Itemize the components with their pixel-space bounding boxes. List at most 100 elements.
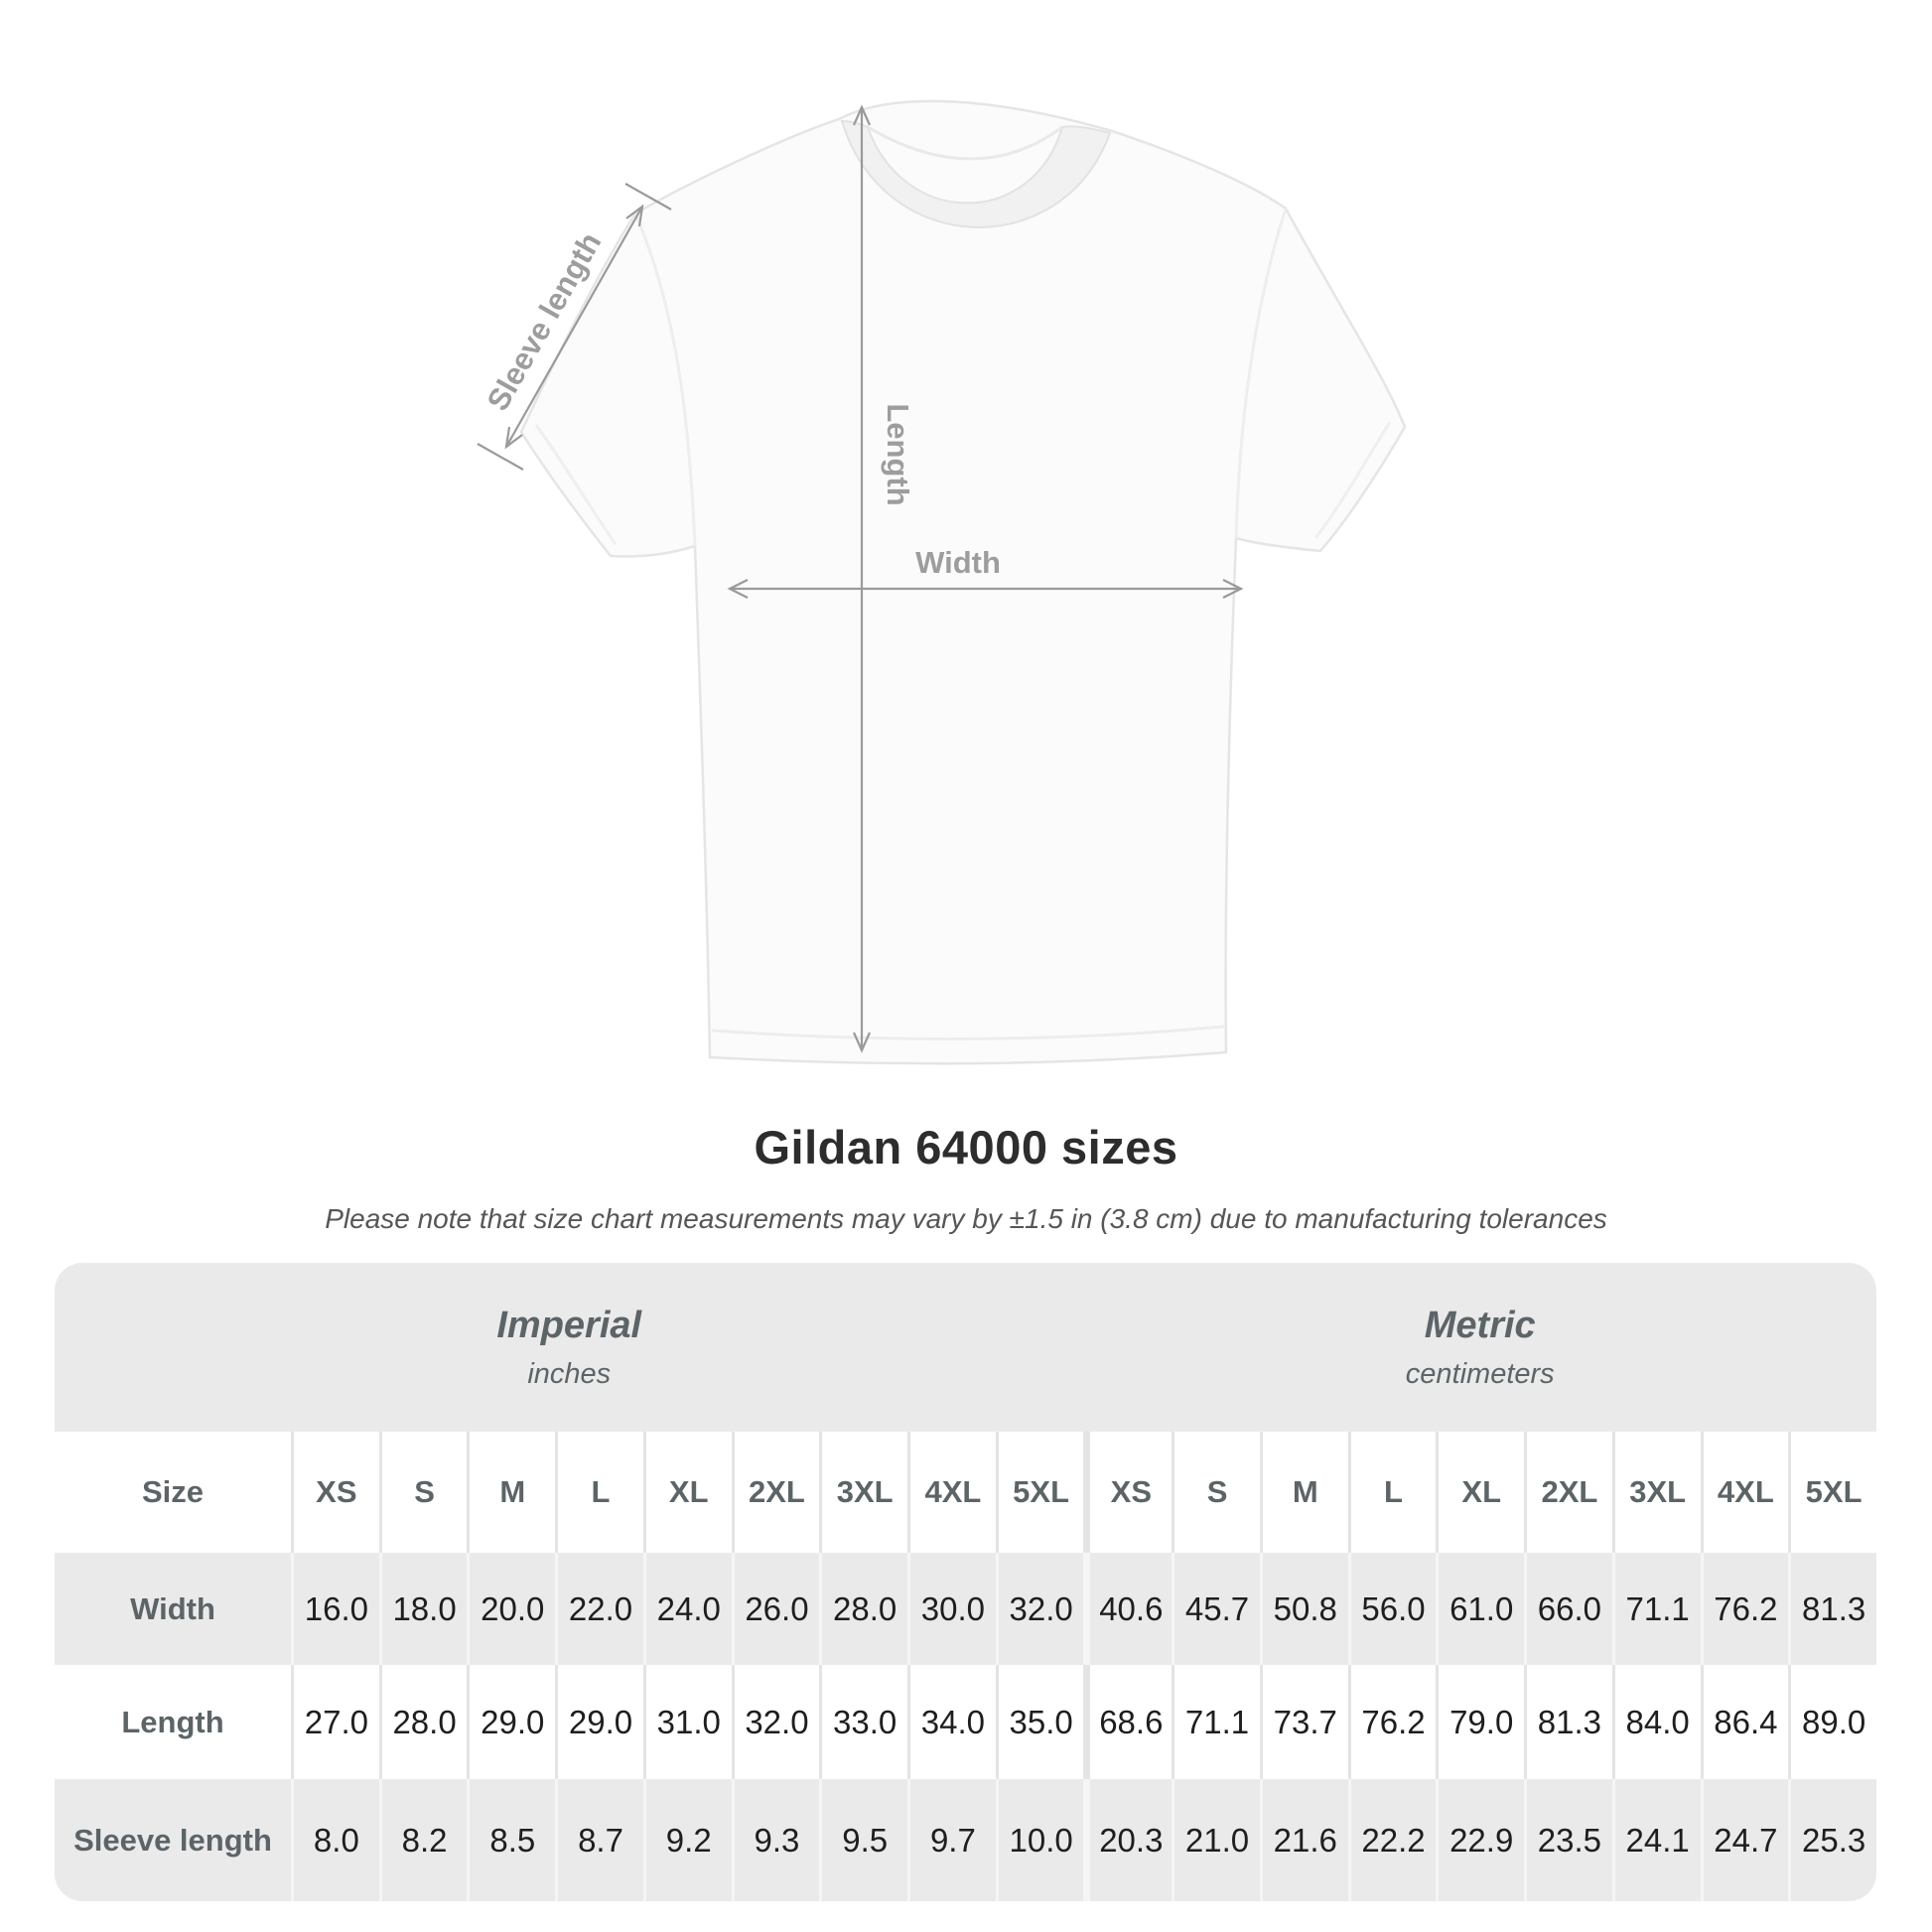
size-col-imperial-3xl: 3XL	[819, 1432, 908, 1553]
width-metric-3xl: 71.1	[1611, 1553, 1701, 1665]
sleeve-metric-5xl: 25.3	[1788, 1779, 1876, 1901]
size-col-metric-5xl: 5XL	[1788, 1432, 1876, 1553]
tshirt-diagram: Sleeve length Length Width	[477, 99, 1407, 1065]
sleeve-metric-m: 21.6	[1259, 1779, 1348, 1901]
width-arrowhead-right	[1222, 579, 1244, 599]
length-metric-3xl: 84.0	[1611, 1665, 1701, 1779]
size-col-metric-3xl: 3XL	[1611, 1432, 1701, 1553]
page-title: Gildan 64000 sizes	[754, 1121, 1178, 1173]
size-table: Imperial inches Metric centimeters Size …	[55, 1263, 1876, 1901]
length-imperial-xl: 31.0	[642, 1665, 732, 1779]
sleeve-metric-l: 22.2	[1347, 1779, 1437, 1901]
width-label: Width	[915, 545, 1001, 580]
length-metric-xs: 68.6	[1083, 1665, 1173, 1779]
size-col-imperial-2xl: 2XL	[731, 1432, 820, 1553]
length-arrowhead-top	[852, 104, 872, 126]
length-metric-l: 76.2	[1347, 1665, 1437, 1779]
sleeve-imperial-2xl: 9.3	[731, 1779, 820, 1901]
sleeve-imperial-xl: 9.2	[642, 1779, 732, 1901]
sleeve-metric-2xl: 23.5	[1524, 1779, 1612, 1901]
sleeve-imperial-5xl: 10.0	[995, 1779, 1084, 1901]
width-imperial-3xl: 28.0	[819, 1553, 908, 1665]
width-imperial-m: 20.0	[467, 1553, 556, 1665]
width-imperial-2xl: 26.0	[731, 1553, 820, 1665]
length-imperial-2xl: 32.0	[731, 1665, 820, 1779]
size-row-label: Size	[55, 1432, 291, 1553]
width-imperial-xl: 24.0	[642, 1553, 732, 1665]
length-row: Length 27.0 28.0 29.0 29.0 31.0 32.0 33.…	[55, 1665, 1876, 1779]
sleeve-arrow-line	[505, 206, 643, 448]
metric-header: Metric centimeters	[1083, 1263, 1876, 1432]
width-row-label: Width	[55, 1553, 291, 1665]
imperial-header: Imperial inches	[55, 1263, 1084, 1432]
sleeve-imperial-4xl: 9.7	[907, 1779, 996, 1901]
size-col-imperial-l: L	[555, 1432, 643, 1553]
sleeve-metric-3xl: 24.1	[1611, 1779, 1701, 1901]
length-label: Length	[881, 403, 915, 505]
width-row: Width 16.0 18.0 20.0 22.0 24.0 26.0 28.0…	[55, 1553, 1876, 1665]
tshirt-graphic	[519, 99, 1407, 1065]
length-imperial-l: 29.0	[555, 1665, 643, 1779]
length-imperial-s: 28.0	[378, 1665, 468, 1779]
length-metric-2xl: 81.3	[1524, 1665, 1612, 1779]
size-col-imperial-xs: XS	[291, 1432, 379, 1553]
imperial-unit-label: inches	[527, 1357, 612, 1390]
length-imperial-xs: 27.0	[291, 1665, 379, 1779]
width-metric-xl: 61.0	[1436, 1553, 1525, 1665]
tolerance-note: Please note that size chart measurements…	[325, 1203, 1607, 1234]
width-imperial-l: 22.0	[555, 1553, 643, 1665]
length-row-label: Length	[55, 1665, 291, 1779]
size-col-imperial-s: S	[378, 1432, 468, 1553]
sleeve-imperial-m: 8.5	[467, 1779, 556, 1901]
sleeve-endcap-top	[624, 183, 672, 210]
width-imperial-s: 18.0	[378, 1553, 468, 1665]
imperial-label: Imperial	[496, 1304, 642, 1346]
length-metric-5xl: 89.0	[1788, 1665, 1876, 1779]
size-header-row: Size XS S M L XL 2XL 3XL 4XL 5XL XS S M …	[55, 1432, 1876, 1553]
length-metric-xl: 79.0	[1436, 1665, 1525, 1779]
sleeve-imperial-s: 8.2	[378, 1779, 468, 1901]
length-metric-4xl: 86.4	[1700, 1665, 1789, 1779]
sleeve-imperial-l: 8.7	[555, 1779, 643, 1901]
sleeve-endcap-bottom	[477, 443, 524, 471]
sleeve-metric-xs: 20.3	[1083, 1779, 1173, 1901]
sleeve-arrowhead-top	[625, 204, 644, 227]
metric-label: Metric	[1424, 1304, 1536, 1346]
length-imperial-4xl: 34.0	[907, 1665, 996, 1779]
width-metric-l: 56.0	[1347, 1553, 1437, 1665]
length-arrowhead-bottom	[852, 1032, 872, 1053]
size-col-imperial-xl: XL	[642, 1432, 732, 1553]
sleeve-arrowhead-bottom	[504, 426, 523, 450]
size-col-metric-xl: XL	[1436, 1432, 1525, 1553]
size-col-metric-m: M	[1259, 1432, 1348, 1553]
size-col-metric-s: S	[1172, 1432, 1260, 1553]
sleeve-metric-xl: 22.9	[1436, 1779, 1525, 1901]
width-metric-5xl: 81.3	[1788, 1553, 1876, 1665]
size-col-imperial-4xl: 4XL	[907, 1432, 996, 1553]
length-imperial-5xl: 35.0	[995, 1665, 1084, 1779]
width-metric-m: 50.8	[1259, 1553, 1348, 1665]
width-imperial-xs: 16.0	[291, 1553, 379, 1665]
width-imperial-4xl: 30.0	[907, 1553, 996, 1665]
size-col-imperial-m: M	[467, 1432, 556, 1553]
sleeve-length-row: Sleeve length 8.0 8.2 8.5 8.7 9.2 9.3 9.…	[55, 1779, 1876, 1901]
unit-header-row: Imperial inches Metric centimeters	[55, 1263, 1876, 1432]
size-col-imperial-5xl: 5XL	[995, 1432, 1084, 1553]
length-imperial-m: 29.0	[467, 1665, 556, 1779]
sleeve-metric-s: 21.0	[1172, 1779, 1260, 1901]
size-col-metric-l: L	[1347, 1432, 1437, 1553]
width-imperial-5xl: 32.0	[995, 1553, 1084, 1665]
size-col-metric-4xl: 4XL	[1700, 1432, 1789, 1553]
length-metric-m: 73.7	[1259, 1665, 1348, 1779]
sleeve-imperial-3xl: 9.5	[819, 1779, 908, 1901]
sleeve-imperial-xs: 8.0	[291, 1779, 379, 1901]
width-metric-4xl: 76.2	[1700, 1553, 1789, 1665]
length-metric-s: 71.1	[1172, 1665, 1260, 1779]
measurement-arrows	[477, 104, 1244, 1053]
metric-unit-label: centimeters	[1405, 1357, 1555, 1390]
width-metric-2xl: 66.0	[1524, 1553, 1612, 1665]
width-metric-s: 45.7	[1172, 1553, 1260, 1665]
sleeve-metric-4xl: 24.7	[1700, 1779, 1789, 1901]
width-metric-xs: 40.6	[1083, 1553, 1173, 1665]
